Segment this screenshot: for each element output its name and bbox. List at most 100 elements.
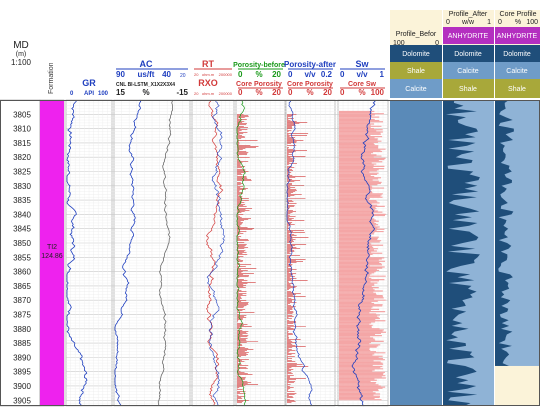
porb-max: 20 bbox=[272, 70, 281, 79]
sw-core: Core Sw bbox=[348, 81, 377, 88]
profile2-legend-swatch-1 bbox=[443, 62, 494, 79]
pora-core: Core Porosity bbox=[287, 81, 333, 88]
profile3-calcite bbox=[498, 100, 540, 406]
profile1-legend-swatch-2 bbox=[390, 79, 442, 98]
sw-name: Sw bbox=[355, 59, 369, 69]
profile3-legend-swatch-1 bbox=[495, 62, 540, 79]
md-unit: (m) bbox=[16, 51, 27, 58]
cnl-curve bbox=[157, 99, 174, 407]
depth-tick-label: 3875 bbox=[13, 310, 31, 319]
md-label: MD bbox=[13, 40, 29, 51]
profile2-legend-swatch-2 bbox=[443, 79, 494, 98]
pora-curve bbox=[286, 100, 313, 407]
porb-core-min: 0 bbox=[238, 88, 243, 97]
sw-core-unit: % bbox=[358, 88, 365, 97]
depth-tick-label: 3850 bbox=[13, 239, 31, 248]
profile1-legend-1: Shale bbox=[407, 68, 425, 75]
md-scale: 1:100 bbox=[11, 58, 32, 67]
depth-tick-label: 3905 bbox=[13, 396, 31, 405]
profile2-title: Profile_After bbox=[449, 11, 488, 18]
porb-core: Core Porosity bbox=[236, 81, 282, 88]
gr-max: 100 bbox=[98, 91, 109, 97]
depth-tick-label: 3825 bbox=[13, 167, 31, 176]
porb-core-unit: % bbox=[255, 88, 262, 97]
ac-sub-max: -15 bbox=[176, 88, 188, 97]
profile2-top-label: ANHYDRITE bbox=[448, 33, 489, 40]
sw-core-min: 0 bbox=[340, 88, 345, 97]
profile1-scale-min: 100 bbox=[393, 40, 405, 47]
ac-min: 90 bbox=[116, 70, 125, 79]
depth-tick-label: 3805 bbox=[13, 110, 31, 119]
chart-frame bbox=[0, 100, 540, 406]
pora-min: 0 bbox=[288, 70, 293, 79]
track-headers: GR 0 API 100 AC 90 us/ft 40 20 CNL BI-LS… bbox=[70, 59, 385, 97]
rxo-name: RXO bbox=[198, 78, 218, 88]
depth-tick-label: 3900 bbox=[13, 382, 31, 391]
formation-bar bbox=[40, 100, 64, 406]
profile2-scale-min: 0 bbox=[446, 19, 450, 26]
depth-tick-label: 3835 bbox=[13, 196, 31, 205]
profile3-scale-max: 100 bbox=[526, 19, 538, 26]
profile3-legend-2: Shale bbox=[508, 86, 526, 93]
profile1-body bbox=[390, 100, 442, 406]
depth-tick-label: 3820 bbox=[13, 153, 31, 162]
pora-core-min: 0 bbox=[288, 88, 293, 97]
rxo-min: 20 bbox=[194, 91, 199, 96]
gr-min: 0 bbox=[70, 91, 74, 97]
log-curves bbox=[66, 99, 376, 407]
ac-sub-unit: % bbox=[142, 88, 149, 97]
profile1-legend-swatch-1 bbox=[390, 62, 442, 79]
sw-min: 0 bbox=[340, 70, 345, 79]
depth-axis: 3805 3810 3815 3820 3825 3830 3835 3840 3845 3850… bbox=[13, 110, 31, 405]
rt-max: 200000 bbox=[219, 72, 233, 77]
depth-tick-label: 3885 bbox=[13, 339, 31, 348]
track-bg-0 bbox=[0, 99, 41, 407]
profile3-scale-mid: % bbox=[515, 19, 521, 26]
porb-min: 0 bbox=[238, 70, 243, 79]
sw-max: 1 bbox=[380, 70, 385, 79]
profile1-scale-max: 0 bbox=[435, 40, 439, 47]
depth-tick-label: 3810 bbox=[13, 125, 31, 134]
depth-tick-label: 3860 bbox=[13, 268, 31, 277]
pora-max: 0.2 bbox=[321, 70, 333, 79]
profile3-legend-swatch-2 bbox=[495, 79, 540, 98]
ac-max: 40 bbox=[162, 70, 171, 79]
porb-curve bbox=[236, 99, 247, 407]
profile2-legend-0: Dolomite bbox=[454, 51, 482, 58]
rxo-max: 200000 bbox=[219, 91, 233, 96]
gr-name: GR bbox=[82, 78, 96, 88]
ac-curve bbox=[114, 99, 142, 407]
rt-unit: ohm.m bbox=[202, 72, 215, 77]
profile2-top-swatch bbox=[443, 27, 494, 44]
profile-headers: Profile_Befor 100 0 Profile_After 0 w/w … bbox=[390, 10, 540, 98]
depth-tick-label: 3870 bbox=[13, 296, 31, 305]
rxo-curve bbox=[206, 99, 225, 407]
profile3-empty bbox=[495, 365, 540, 406]
gr-curve bbox=[66, 99, 88, 407]
profile3-legend-swatch-0 bbox=[495, 45, 540, 62]
rxo-unit: ohm.m bbox=[202, 91, 215, 96]
pora-core-max: 20 bbox=[323, 88, 332, 97]
porb-unit: % bbox=[255, 70, 262, 79]
pora-name: Porosity-after bbox=[284, 60, 336, 69]
formation-header: Formation bbox=[48, 62, 55, 94]
depth-tick-label: 3845 bbox=[13, 225, 31, 234]
porb-name: Porosity-before bbox=[233, 62, 285, 69]
ac-sub-min: 15 bbox=[116, 88, 125, 97]
pora-core-unit: % bbox=[306, 88, 313, 97]
ac-note: 20 bbox=[180, 73, 186, 79]
sw-unit: v/v bbox=[356, 70, 368, 79]
rt-curve bbox=[206, 99, 224, 407]
profile3-top-label: ANHYDRITE bbox=[497, 33, 538, 40]
rt-min: 20 bbox=[194, 72, 199, 77]
ac-sub: CNL BI-LSTM_X1X2X3X4 bbox=[116, 82, 175, 88]
depth-tick-label: 3895 bbox=[13, 368, 31, 377]
profile1-title: Profile_Befor bbox=[396, 31, 437, 38]
profile2-legend-1: Calcite bbox=[457, 68, 479, 75]
depth-tick-label: 3865 bbox=[13, 282, 31, 291]
pora-unit: v/v bbox=[304, 70, 316, 79]
depth-tick-label: 3880 bbox=[13, 325, 31, 334]
profile1-legend-swatch-0 bbox=[390, 45, 442, 62]
